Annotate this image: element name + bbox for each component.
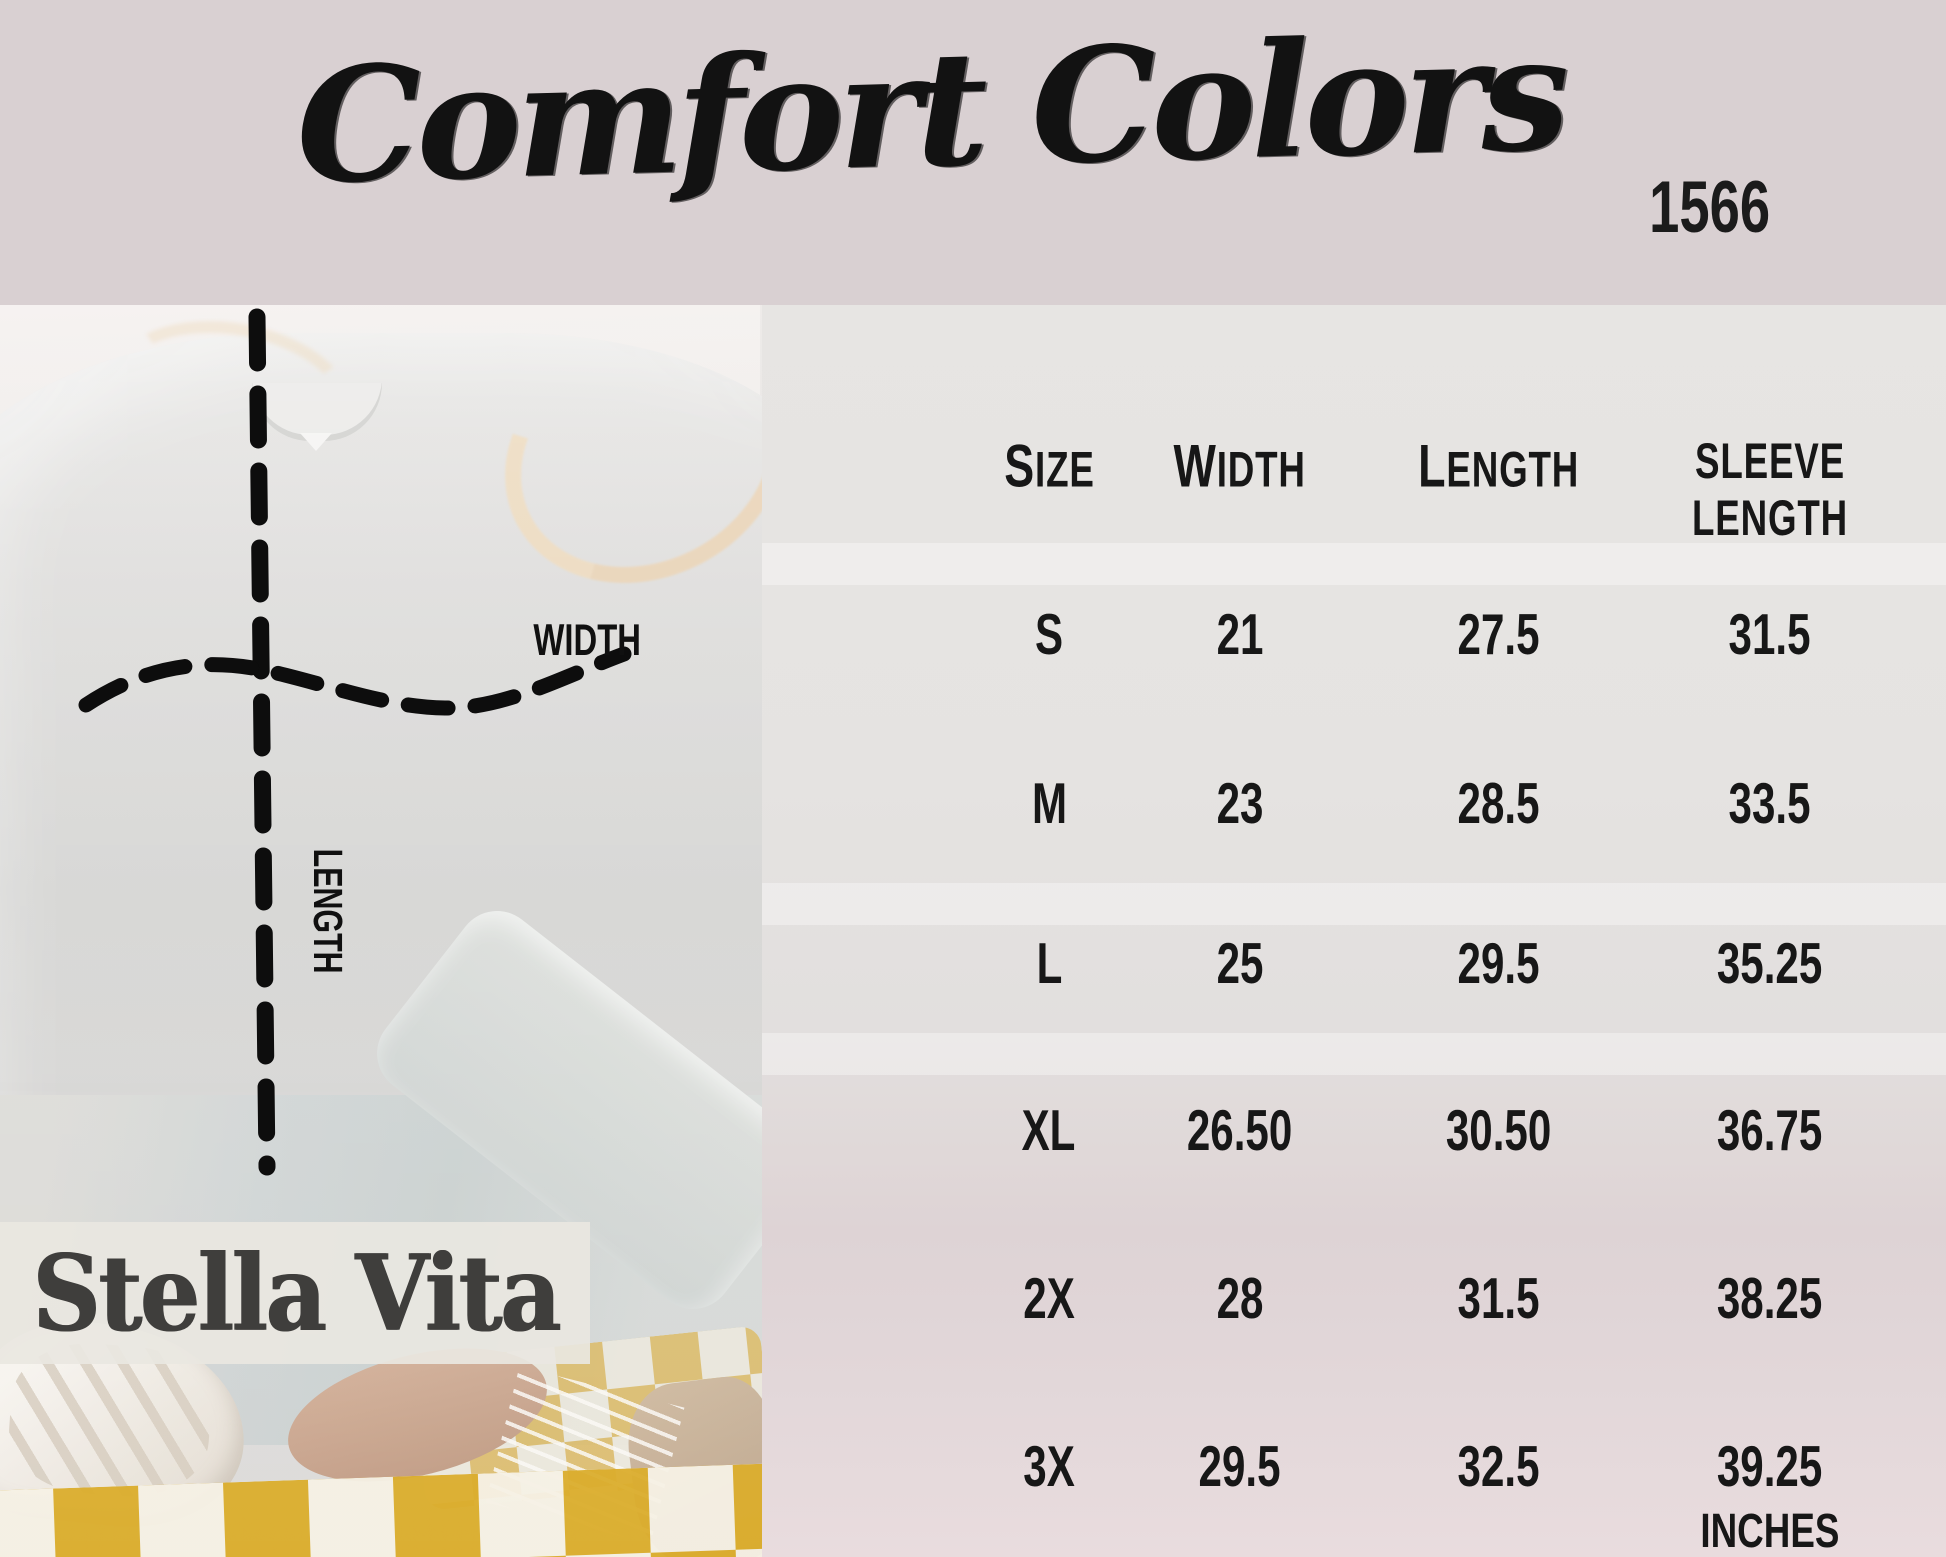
page-title: Comfort Colors <box>293 1 1567 220</box>
cell-width: 23 <box>1216 772 1264 836</box>
size-row-3x: 3X 29.5 32.5 39.25 <box>762 1435 1946 1506</box>
cell-size: 2X <box>1023 1267 1075 1331</box>
cell-sleeve-length: 33.5 <box>1728 772 1811 836</box>
cell-length: 30.50 <box>1446 1099 1552 1163</box>
style-number-text: 1566 <box>1649 165 1771 249</box>
brand-text: Stella Vita <box>31 1231 561 1355</box>
background-stripe <box>762 883 1946 925</box>
background-stripe <box>762 543 1946 585</box>
photo-overlay <box>0 305 762 1557</box>
cell-sleeve-length: 36.75 <box>1717 1099 1823 1163</box>
cell-width: 29.5 <box>1198 1435 1281 1499</box>
table-header-row: Size Width Length Sleeve Length <box>762 431 1946 546</box>
size-row-xl: XL 26.50 30.50 36.75 <box>762 1099 1946 1170</box>
cell-sleeve-length: 35.25 <box>1717 932 1823 996</box>
cell-width: 21 <box>1216 603 1264 667</box>
unit-note: INCHES <box>1700 1502 1840 1557</box>
background-stripe <box>762 1033 1946 1075</box>
header-band: Comfort Colors 1566 <box>0 0 1946 305</box>
size-row-2x: 2X 28 31.5 38.25 <box>762 1267 1946 1338</box>
cell-width: 25 <box>1216 932 1264 996</box>
cell-size: XL <box>1022 1099 1076 1163</box>
cell-sleeve-length: 31.5 <box>1728 603 1811 667</box>
garment-photo: WIDTH LENGTH Stella Vita <box>0 305 762 1557</box>
column-header-length: Length <box>1418 431 1580 500</box>
cell-length: 28.5 <box>1457 772 1540 836</box>
cell-length: 27.5 <box>1457 603 1540 667</box>
column-header-sleeve-length: Sleeve Length <box>1691 432 1849 547</box>
cell-length: 32.5 <box>1457 1435 1540 1499</box>
cell-sleeve-length: 39.25 <box>1717 1435 1823 1499</box>
cell-length: 31.5 <box>1457 1267 1540 1331</box>
size-row-s: S 21 27.5 31.5 <box>762 603 1946 674</box>
cell-width: 28 <box>1216 1267 1264 1331</box>
cell-length: 29.5 <box>1457 932 1540 996</box>
size-row-m: M 23 28.5 33.5 <box>762 772 1946 843</box>
cell-width: 26.50 <box>1187 1099 1293 1163</box>
size-table: Size Width Length Sleeve Length S 21 27.… <box>762 305 1946 1557</box>
style-number: 1566 <box>1600 165 1820 249</box>
cell-size: L <box>1036 932 1062 996</box>
cell-sleeve-length: 38.25 <box>1717 1267 1823 1331</box>
brand-band: Stella Vita <box>0 1222 590 1364</box>
collar-stitch-shape <box>300 433 332 451</box>
cell-size: S <box>1034 603 1064 667</box>
cell-size: M <box>1031 772 1067 836</box>
column-header-width: Width <box>1173 431 1307 500</box>
cell-size: 3X <box>1023 1435 1075 1499</box>
column-header-size: Size <box>1003 431 1095 500</box>
size-row-l: L 25 29.5 35.25 <box>762 932 1946 1003</box>
